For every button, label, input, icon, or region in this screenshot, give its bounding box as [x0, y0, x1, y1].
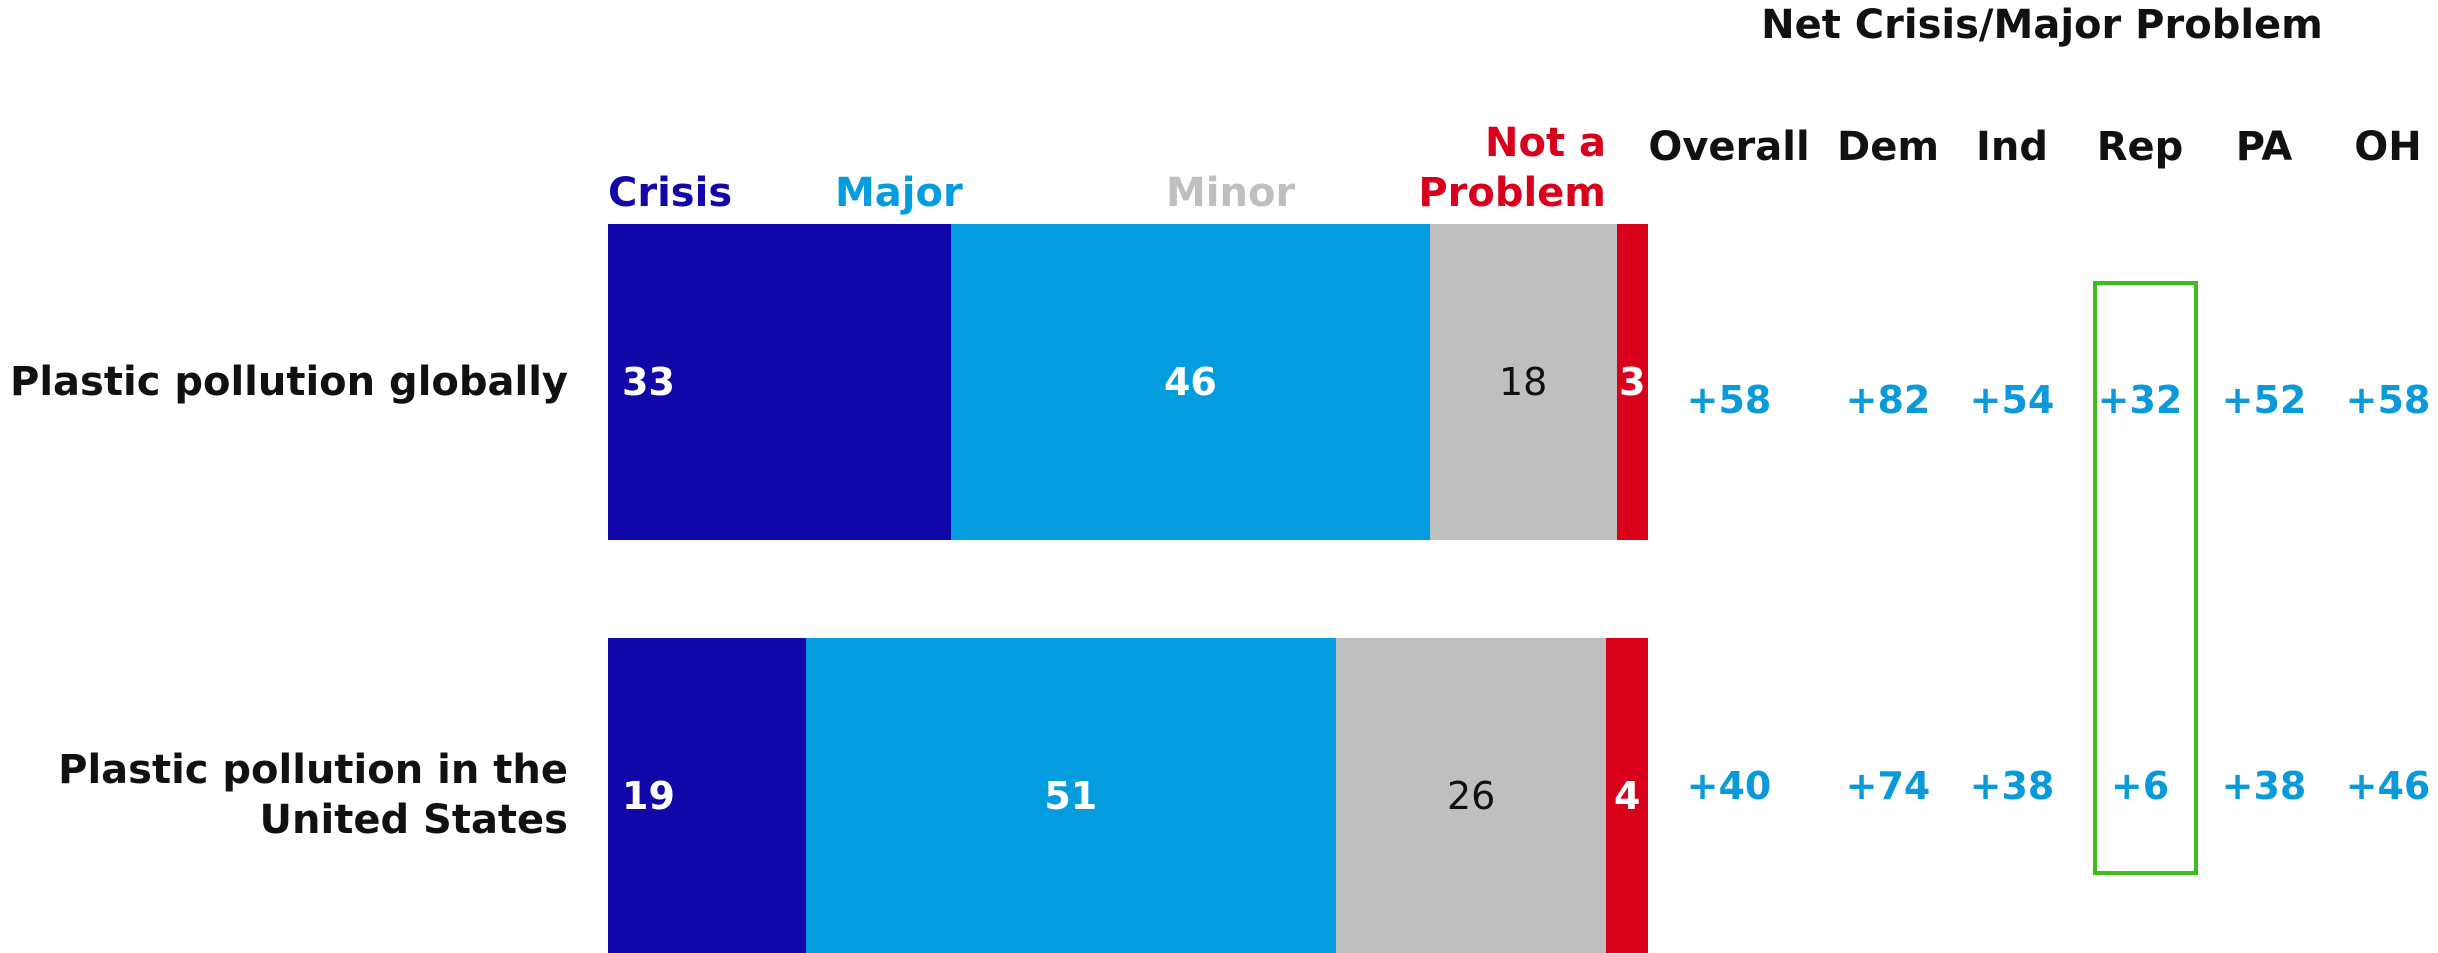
net-value: +6	[2110, 764, 2170, 808]
column-header: Rep	[2096, 124, 2184, 170]
highlight-box	[2093, 281, 2198, 875]
net-value: +46	[2345, 764, 2431, 808]
net-value: +52	[2221, 378, 2307, 422]
value-label: 51	[1044, 774, 1098, 818]
legend-label: Minor	[1166, 170, 1296, 216]
category-label: Plastic pollution globally	[10, 359, 568, 405]
column-header: PA	[2235, 124, 2293, 170]
net-value: +74	[1845, 764, 1931, 808]
table-title: Net Crisis/Major Problem	[1761, 2, 2323, 48]
value-label: 18	[1499, 360, 1548, 404]
column-header: Dem	[1836, 124, 1940, 170]
bar-segment	[608, 638, 806, 953]
net-value: +58	[2345, 378, 2431, 422]
value-label: 26	[1447, 774, 1496, 818]
net-value: +58	[1686, 378, 1772, 422]
net-value: +54	[1969, 378, 2055, 422]
net-value: +32	[2097, 378, 2183, 422]
value-label: 4	[1613, 774, 1641, 818]
net-value: +82	[1845, 378, 1931, 422]
legend-label: Crisis	[608, 170, 733, 216]
bar-segment	[1616, 224, 1648, 540]
legend-label: Not a Problem	[1418, 120, 1606, 216]
bar-segment	[608, 224, 952, 540]
bar-segment	[805, 638, 1336, 953]
category-label: Plastic pollution in the United States	[58, 747, 568, 843]
net-value: +38	[1969, 764, 2055, 808]
column-header: Overall	[1648, 124, 1810, 170]
net-value: +38	[2221, 764, 2307, 808]
legend-label: Major	[835, 170, 963, 216]
value-label: 46	[1163, 360, 1217, 404]
bar-segment	[951, 224, 1430, 540]
bar-segment	[1336, 638, 1607, 953]
value-label: 19	[622, 774, 675, 818]
net-value: +40	[1686, 764, 1772, 808]
bar-segment	[1429, 224, 1617, 540]
column-header: OH	[2354, 124, 2422, 170]
value-label: 33	[622, 360, 675, 404]
value-label: 3	[1619, 360, 1646, 404]
column-header: Ind	[1976, 124, 2048, 170]
bar-segment	[1606, 638, 1648, 953]
